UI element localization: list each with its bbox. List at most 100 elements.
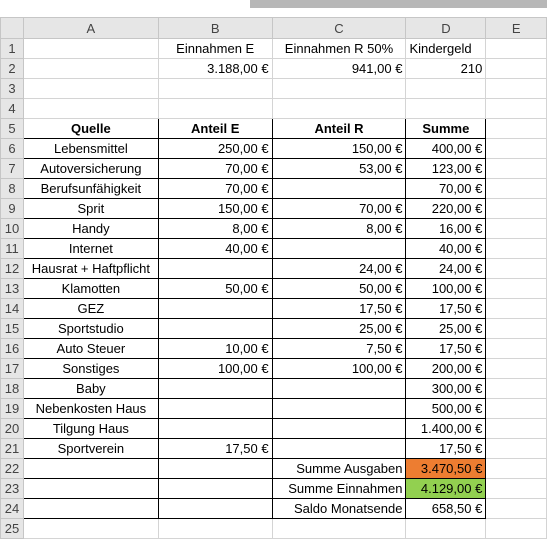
income-value-kindergeld[interactable]: 210 (405, 58, 487, 79)
cell-c25[interactable] (271, 518, 407, 539)
table-cell-summe[interactable]: 100,00 € (405, 278, 487, 299)
cell-e[interactable] (485, 418, 547, 439)
table-cell-anteil-r[interactable]: 50,00 € (271, 278, 407, 299)
cell-e[interactable] (485, 238, 547, 259)
table-cell-summe[interactable]: 300,00 € (405, 378, 487, 399)
cell-e[interactable] (485, 478, 547, 499)
summary-blank-b[interactable] (157, 498, 273, 519)
row-header[interactable]: 5 (0, 118, 24, 139)
cell-e2[interactable] (485, 58, 547, 79)
summary-blank-a[interactable] (22, 458, 159, 479)
table-cell-quelle[interactable]: Baby (22, 378, 159, 399)
row-header[interactable]: 15 (0, 318, 24, 339)
cell-c4[interactable] (271, 98, 407, 119)
table-cell-quelle[interactable]: Internet (22, 238, 159, 259)
row-header[interactable]: 23 (0, 478, 24, 499)
table-cell-anteil-r[interactable] (271, 398, 407, 419)
income-header-e[interactable]: Einnahmen E (157, 38, 273, 59)
cell-e[interactable] (485, 158, 547, 179)
cell-e[interactable] (485, 198, 547, 219)
table-cell-quelle[interactable]: Sprit (22, 198, 159, 219)
row-header[interactable]: 10 (0, 218, 24, 239)
summary-label[interactable]: Summe Ausgaben (271, 458, 407, 479)
table-cell-anteil-e[interactable]: 70,00 € (157, 158, 273, 179)
table-cell-anteil-r[interactable]: 7,50 € (271, 338, 407, 359)
row-header[interactable]: 16 (0, 338, 24, 359)
header-quelle[interactable]: Quelle (22, 118, 159, 139)
table-cell-anteil-e[interactable]: 17,50 € (157, 438, 273, 459)
cell-e[interactable] (485, 258, 547, 279)
row-header[interactable]: 8 (0, 178, 24, 199)
table-cell-summe[interactable]: 400,00 € (405, 138, 487, 159)
table-cell-quelle[interactable]: Sportverein (22, 438, 159, 459)
table-cell-anteil-e[interactable]: 70,00 € (157, 178, 273, 199)
row-header[interactable]: 18 (0, 378, 24, 399)
table-cell-quelle[interactable]: Tilgung Haus (22, 418, 159, 439)
table-cell-summe[interactable]: 70,00 € (405, 178, 487, 199)
table-cell-anteil-e[interactable] (157, 398, 273, 419)
cell-e[interactable] (485, 438, 547, 459)
table-cell-anteil-r[interactable]: 24,00 € (271, 258, 407, 279)
row-header[interactable]: 7 (0, 158, 24, 179)
table-cell-quelle[interactable]: Klamotten (22, 278, 159, 299)
row-header[interactable]: 14 (0, 298, 24, 319)
table-cell-anteil-e[interactable]: 8,00 € (157, 218, 273, 239)
table-cell-summe[interactable]: 17,50 € (405, 338, 487, 359)
table-cell-anteil-e[interactable]: 50,00 € (157, 278, 273, 299)
table-cell-anteil-r[interactable] (271, 178, 407, 199)
row-header[interactable]: 20 (0, 418, 24, 439)
table-cell-summe[interactable]: 16,00 € (405, 218, 487, 239)
income-value-r[interactable]: 941,00 € (271, 58, 407, 79)
table-cell-summe[interactable]: 17,50 € (405, 298, 487, 319)
table-cell-anteil-r[interactable] (271, 238, 407, 259)
summary-blank-b[interactable] (157, 478, 273, 499)
table-cell-anteil-r[interactable]: 53,00 € (271, 158, 407, 179)
table-cell-anteil-r[interactable]: 17,50 € (271, 298, 407, 319)
table-cell-summe[interactable]: 25,00 € (405, 318, 487, 339)
income-value-e[interactable]: 3.188,00 € (157, 58, 273, 79)
table-cell-anteil-r[interactable] (271, 438, 407, 459)
table-cell-anteil-r[interactable]: 70,00 € (271, 198, 407, 219)
table-cell-anteil-e[interactable] (157, 318, 273, 339)
cell-c3[interactable] (271, 78, 407, 99)
table-cell-anteil-r[interactable] (271, 418, 407, 439)
select-all-corner[interactable] (0, 17, 24, 39)
row-header[interactable]: 6 (0, 138, 24, 159)
cell-d3[interactable] (405, 78, 487, 99)
row-header[interactable]: 4 (0, 98, 24, 119)
cell-d4[interactable] (405, 98, 487, 119)
cell-a1[interactable] (22, 38, 159, 59)
row-header[interactable]: 17 (0, 358, 24, 379)
table-cell-anteil-r[interactable] (271, 378, 407, 399)
summary-label[interactable]: Summe Einnahmen (271, 478, 407, 499)
header-anteil-r[interactable]: Anteil R (271, 118, 407, 139)
summary-value[interactable]: 658,50 € (405, 498, 487, 519)
table-cell-summe[interactable]: 500,00 € (405, 398, 487, 419)
table-cell-anteil-r[interactable]: 150,00 € (271, 138, 407, 159)
table-cell-quelle[interactable]: GEZ (22, 298, 159, 319)
cell-e[interactable] (485, 178, 547, 199)
table-cell-quelle[interactable]: Berufsunfähigkeit (22, 178, 159, 199)
cell-e5[interactable] (485, 118, 547, 139)
table-cell-quelle[interactable]: Handy (22, 218, 159, 239)
table-cell-anteil-e[interactable] (157, 298, 273, 319)
table-cell-anteil-e[interactable]: 100,00 € (157, 358, 273, 379)
table-cell-anteil-e[interactable] (157, 418, 273, 439)
row-header[interactable]: 25 (0, 518, 24, 539)
table-cell-anteil-r[interactable]: 25,00 € (271, 318, 407, 339)
cell-e[interactable] (485, 398, 547, 419)
table-cell-summe[interactable]: 17,50 € (405, 438, 487, 459)
table-cell-quelle[interactable]: Autoversicherung (22, 158, 159, 179)
row-header[interactable]: 9 (0, 198, 24, 219)
row-header[interactable]: 2 (0, 58, 24, 79)
summary-blank-a[interactable] (22, 478, 159, 499)
column-header-c[interactable]: C (271, 17, 407, 39)
table-cell-quelle[interactable]: Hausrat + Haftpflicht (22, 258, 159, 279)
row-header[interactable]: 1 (0, 38, 24, 59)
row-header[interactable]: 11 (0, 238, 24, 259)
cell-e[interactable] (485, 358, 547, 379)
column-header-d[interactable]: D (405, 17, 487, 39)
cell-a4[interactable] (22, 98, 159, 119)
row-header[interactable]: 12 (0, 258, 24, 279)
cell-b3[interactable] (157, 78, 273, 99)
